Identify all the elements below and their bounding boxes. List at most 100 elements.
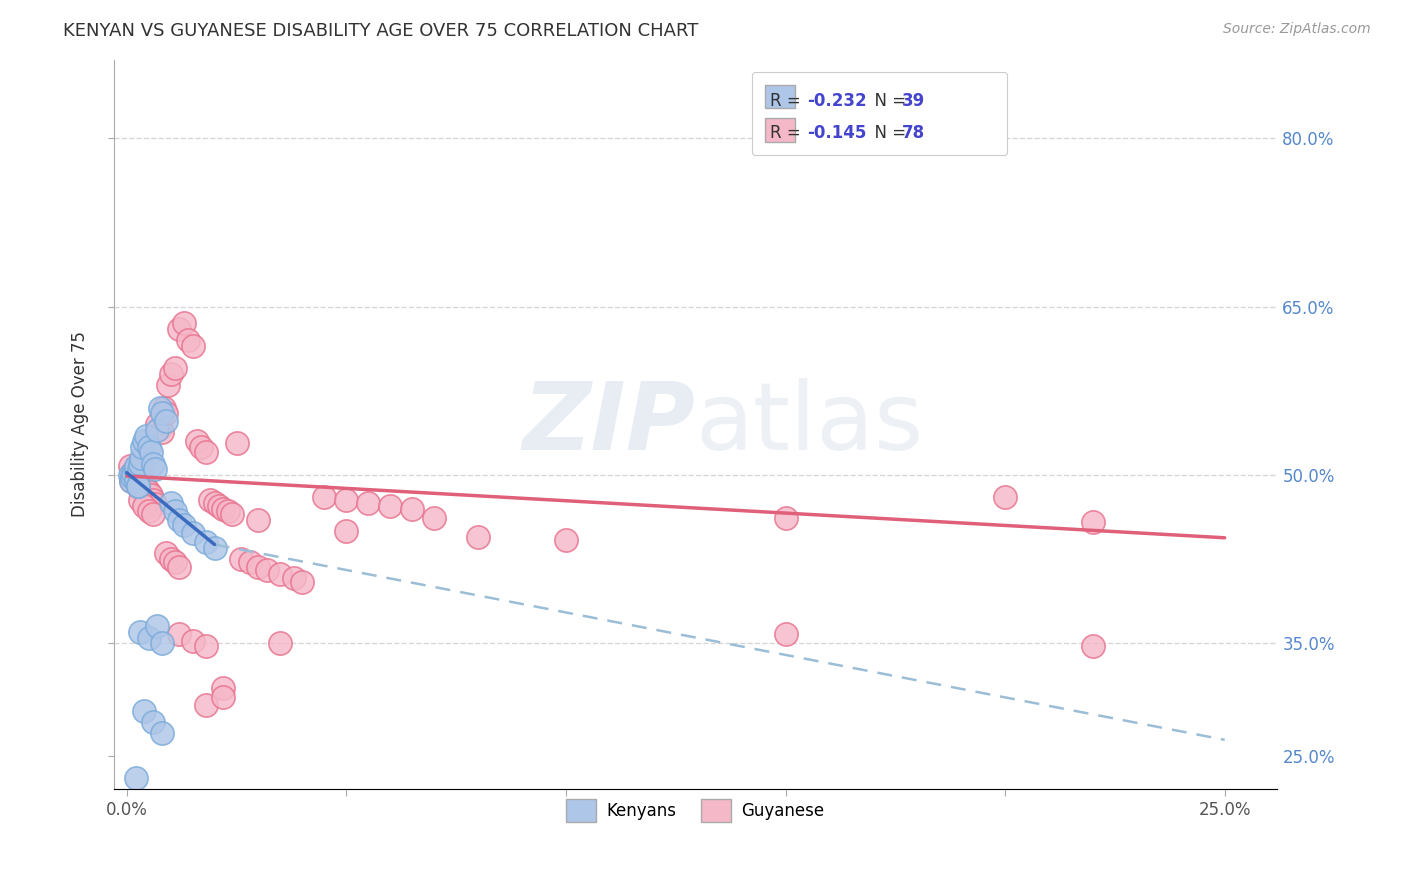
Point [124, 458, 146, 473]
Point [181, 634, 204, 648]
Point [128, 863, 150, 877]
Point [163, 361, 186, 376]
Text: atlas: atlas [696, 378, 924, 470]
Point [204, 541, 226, 555]
Point [128, 625, 150, 640]
Point [217, 504, 239, 518]
Point [129, 451, 152, 466]
Point [212, 681, 235, 696]
Text: 39: 39 [901, 92, 925, 111]
Point [138, 631, 160, 645]
Point [155, 414, 177, 428]
Point [194, 535, 217, 549]
Point [134, 704, 156, 718]
Point [775, 510, 797, 524]
Point [146, 417, 169, 432]
Point [994, 491, 1017, 505]
Point [142, 457, 165, 471]
Point [169, 513, 191, 527]
Point [204, 496, 226, 510]
Point [120, 474, 142, 488]
Point [142, 507, 165, 521]
Point [122, 466, 145, 480]
Text: -0.145: -0.145 [807, 124, 866, 142]
Text: Source: ZipAtlas.com: Source: ZipAtlas.com [1223, 22, 1371, 37]
Point [247, 513, 270, 527]
Point [128, 462, 150, 476]
Point [194, 698, 217, 712]
Point [146, 619, 169, 633]
Point [239, 556, 262, 570]
Point [124, 462, 146, 476]
Point [122, 470, 145, 484]
Point [129, 462, 152, 476]
Point [150, 406, 173, 420]
Point [335, 524, 357, 538]
Point [127, 479, 149, 493]
Point [138, 440, 160, 454]
Text: R =: R = [770, 92, 806, 111]
Point [132, 474, 155, 488]
Point [269, 636, 291, 650]
Point [194, 445, 217, 459]
Point [150, 636, 173, 650]
Point [121, 470, 143, 484]
Point [194, 639, 217, 653]
Point [291, 574, 314, 589]
Point [335, 492, 357, 507]
Point [1081, 639, 1104, 653]
Point [135, 482, 157, 496]
Text: N =: N = [865, 92, 911, 111]
Point [120, 474, 142, 488]
Point [146, 423, 169, 437]
Point [157, 378, 180, 392]
Point [142, 492, 165, 507]
Point [357, 496, 380, 510]
Y-axis label: Disability Age Over 75: Disability Age Over 75 [72, 332, 89, 517]
Text: 78: 78 [901, 124, 925, 142]
Point [142, 714, 165, 729]
Point [269, 566, 291, 581]
Point [128, 492, 150, 507]
Point [198, 492, 221, 507]
Point [380, 500, 402, 514]
Point [138, 504, 160, 518]
Point [283, 571, 305, 585]
Point [256, 563, 278, 577]
Point [247, 560, 270, 574]
Point [225, 436, 247, 450]
Point [163, 504, 186, 518]
Point [159, 552, 181, 566]
Point [149, 401, 172, 415]
Point [149, 421, 172, 435]
Point [775, 627, 797, 641]
Point [135, 428, 157, 442]
Point [208, 500, 231, 514]
Point [131, 440, 153, 454]
Point [155, 406, 177, 420]
Point [212, 501, 235, 516]
Point [159, 367, 181, 381]
Point [139, 445, 162, 459]
Point [120, 467, 142, 482]
Point [127, 479, 149, 493]
Text: -0.232: -0.232 [807, 92, 868, 111]
Point [173, 317, 195, 331]
Point [125, 474, 148, 488]
Point [212, 690, 235, 705]
Point [131, 467, 153, 482]
Point [153, 401, 176, 415]
Point [221, 507, 243, 521]
Point [128, 482, 150, 496]
Point [150, 726, 173, 740]
Point [423, 510, 446, 524]
Point [314, 491, 336, 505]
Point [177, 333, 200, 347]
Point [155, 547, 177, 561]
Point [554, 533, 576, 547]
Point [120, 458, 142, 473]
Point [169, 560, 191, 574]
Point [143, 462, 166, 476]
Point [134, 476, 156, 491]
Point [139, 488, 162, 502]
